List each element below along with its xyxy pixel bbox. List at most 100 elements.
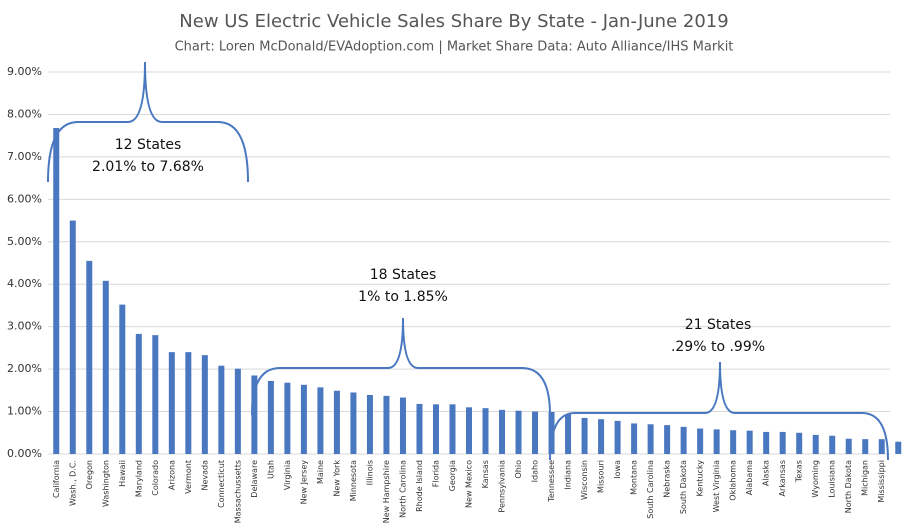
x-tick-label: Idaho bbox=[531, 460, 540, 482]
x-tick-label: Illinois bbox=[365, 460, 374, 485]
x-tick-label: Wyoming bbox=[811, 460, 820, 498]
bar bbox=[284, 382, 291, 454]
x-tick-label: New York bbox=[332, 460, 341, 497]
x-tick-label: Wisconsin bbox=[580, 460, 589, 500]
x-tick-label: Maryland bbox=[134, 460, 143, 497]
bar bbox=[713, 429, 720, 454]
bar bbox=[614, 420, 621, 454]
x-tick-label: Georgia bbox=[448, 460, 457, 491]
bar bbox=[69, 220, 76, 454]
bar bbox=[234, 368, 241, 454]
bar bbox=[135, 333, 142, 454]
y-tick-label: 2.00% bbox=[7, 362, 42, 375]
annotation: 1% to 1.85% bbox=[358, 289, 448, 305]
brace bbox=[549, 361, 889, 461]
bar bbox=[119, 304, 126, 454]
x-tick-label: West Virginia bbox=[712, 460, 721, 512]
y-tick-label: 5.00% bbox=[7, 235, 42, 248]
chart-title: New US Electric Vehicle Sales Share By S… bbox=[179, 11, 728, 32]
bar bbox=[680, 426, 687, 454]
annotation: 2.01% to 7.68% bbox=[92, 159, 204, 175]
x-tick-label: Indiana bbox=[564, 460, 573, 490]
bar bbox=[565, 414, 572, 454]
x-tick-label: Texas bbox=[795, 460, 804, 483]
x-tick-label: Utah bbox=[266, 460, 275, 479]
bar bbox=[697, 428, 704, 454]
chart-subtitle: Chart: Loren McDonald/EVAdoption.com | M… bbox=[175, 40, 734, 55]
x-tick-label: Delaware bbox=[250, 460, 259, 498]
y-tick-label: 8.00% bbox=[7, 107, 42, 120]
bar bbox=[251, 375, 258, 454]
x-tick-label: Arizona bbox=[167, 460, 176, 490]
x-tick-label: Kentucky bbox=[696, 460, 705, 497]
y-tick-label: 6.00% bbox=[7, 192, 42, 205]
bar bbox=[333, 390, 340, 454]
x-tick-label: Alaska bbox=[762, 460, 771, 486]
x-tick-label: Washington bbox=[101, 460, 110, 507]
bar bbox=[598, 419, 605, 454]
annotation: .29% to .99% bbox=[671, 339, 765, 355]
x-tick-label: Ohio bbox=[514, 460, 523, 479]
x-tick-label: California bbox=[52, 460, 61, 498]
bar bbox=[581, 417, 588, 454]
x-tick-label: Rhode Island bbox=[415, 460, 424, 512]
bar bbox=[53, 128, 60, 454]
bar bbox=[102, 280, 109, 454]
annotation: 12 States bbox=[115, 137, 182, 153]
y-tick-label: 4.00% bbox=[7, 277, 42, 290]
x-tick-label: Michigan bbox=[861, 460, 870, 496]
bar bbox=[482, 408, 489, 454]
x-tick-label: Hawaii bbox=[118, 460, 127, 487]
x-tick-label: Tennessee bbox=[547, 460, 556, 503]
bar bbox=[432, 404, 439, 454]
bar bbox=[746, 430, 753, 454]
bar bbox=[812, 434, 819, 454]
bar bbox=[779, 431, 786, 454]
x-tick-label: Wash., D.C. bbox=[68, 460, 77, 506]
x-tick-label: New Hampshire bbox=[382, 460, 391, 523]
x-tick-label: Minnesota bbox=[349, 460, 358, 501]
bar bbox=[218, 365, 225, 454]
x-tick-label: Maine bbox=[316, 460, 325, 484]
x-tick-label: Vermont bbox=[184, 460, 193, 494]
x-tick-label: North Dakota bbox=[844, 460, 853, 513]
x-tick-label: South Dakota bbox=[679, 460, 688, 514]
x-tick-label: Kansas bbox=[481, 460, 490, 488]
bar bbox=[862, 439, 869, 454]
bar bbox=[878, 439, 885, 454]
x-tick-label: Montana bbox=[630, 460, 639, 495]
bar bbox=[168, 352, 175, 454]
x-tick-label: Alabama bbox=[745, 460, 754, 495]
x-tick-label: Pennsylvania bbox=[498, 460, 507, 513]
bar bbox=[763, 431, 770, 454]
bar bbox=[185, 352, 192, 454]
bar bbox=[416, 403, 423, 454]
bar bbox=[664, 425, 671, 454]
bar bbox=[730, 430, 737, 454]
x-tick-label: Colorado bbox=[151, 460, 160, 496]
x-tick-label: New Jersey bbox=[299, 460, 308, 505]
bar bbox=[895, 441, 902, 454]
bar bbox=[152, 335, 159, 454]
bar bbox=[317, 387, 324, 454]
bar bbox=[350, 392, 357, 454]
bar bbox=[548, 411, 555, 454]
x-tick-label: South Carolina bbox=[646, 460, 655, 519]
y-tick-label: 7.00% bbox=[7, 150, 42, 163]
x-tick-label: Nevada bbox=[200, 460, 209, 491]
x-tick-label: Iowa bbox=[613, 460, 622, 479]
brace bbox=[251, 317, 551, 416]
bar bbox=[845, 438, 852, 454]
brace bbox=[47, 61, 249, 183]
bar bbox=[829, 435, 836, 454]
bar bbox=[466, 407, 472, 454]
x-tick-label: Virginia bbox=[283, 460, 292, 490]
y-tick-label: 0.00% bbox=[7, 447, 42, 460]
x-tick-label: Mississippi bbox=[877, 460, 886, 503]
x-tick-label: Massachussetts bbox=[233, 460, 242, 523]
bar bbox=[796, 432, 803, 454]
y-tick-label: 9.00% bbox=[7, 65, 42, 78]
bar bbox=[399, 397, 406, 454]
bar bbox=[86, 260, 93, 454]
